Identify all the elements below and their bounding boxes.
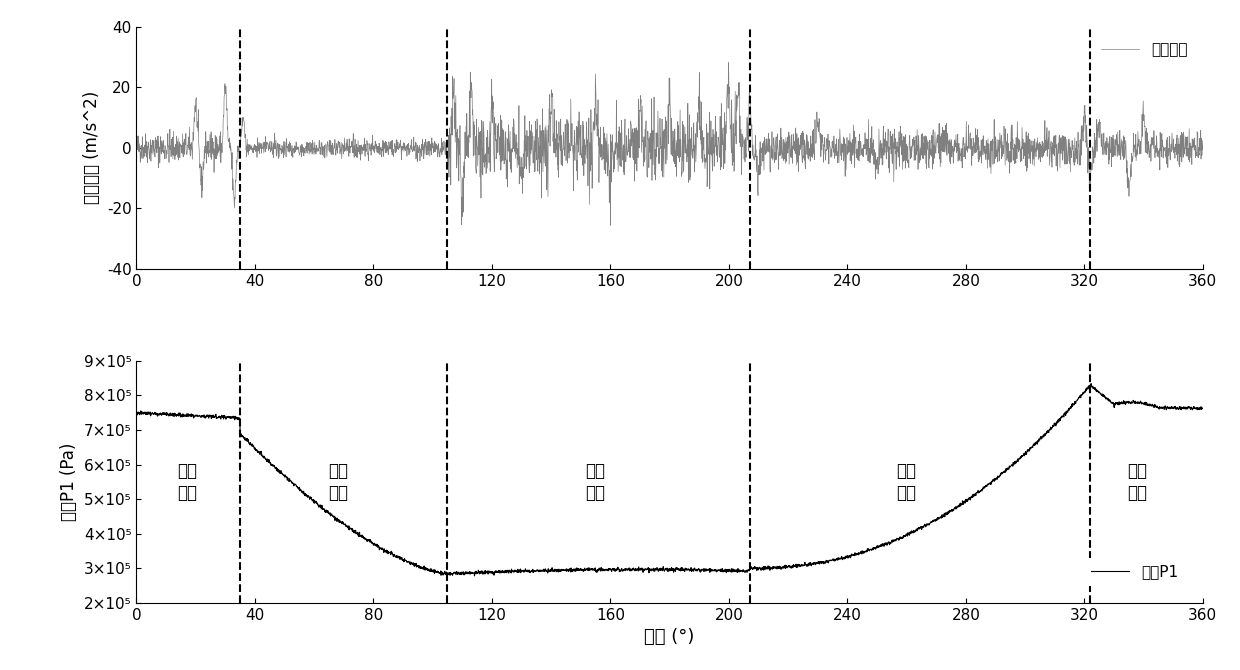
气缸振动 — [603, 221, 618, 229]
气缸振动 — [1195, 141, 1210, 149]
气缸振动 — [792, 133, 807, 141]
压力P1 — [357, 535, 372, 543]
气缸振动 — [720, 58, 735, 66]
Line: 压力P1: 压力P1 — [136, 384, 1203, 576]
气缸振动 — [357, 150, 372, 158]
Legend: 气缸振动: 气缸振动 — [1092, 34, 1195, 65]
气缸振动 — [1195, 145, 1210, 153]
压力P1 — [1095, 390, 1110, 398]
Text: 排气
过程: 排气 过程 — [1127, 462, 1148, 502]
Text: 压缩
过程: 压缩 过程 — [897, 462, 916, 502]
Legend: 压力P1: 压力P1 — [1085, 559, 1184, 586]
压力P1 — [1195, 404, 1210, 412]
X-axis label: 角度 (°): 角度 (°) — [645, 628, 694, 647]
Text: 膨胀
过程: 膨胀 过程 — [327, 462, 348, 502]
压力P1 — [129, 409, 144, 417]
Y-axis label: 压力P1 (Pa): 压力P1 (Pa) — [61, 443, 78, 521]
气缸振动 — [1095, 130, 1110, 138]
压力P1 — [1084, 380, 1099, 388]
压力P1 — [427, 566, 441, 574]
气缸振动 — [774, 133, 789, 141]
Text: 排气
过程: 排气 过程 — [177, 462, 197, 502]
Y-axis label: 气缸振动 (m/s^2): 气缸振动 (m/s^2) — [83, 91, 102, 204]
气缸振动 — [129, 140, 144, 148]
Line: 气缸振动: 气缸振动 — [136, 62, 1203, 225]
压力P1 — [1195, 405, 1210, 413]
压力P1 — [467, 572, 482, 580]
Text: 吸气
过程: 吸气 过程 — [585, 462, 605, 502]
压力P1 — [792, 561, 807, 569]
压力P1 — [774, 563, 789, 572]
气缸振动 — [427, 139, 441, 147]
